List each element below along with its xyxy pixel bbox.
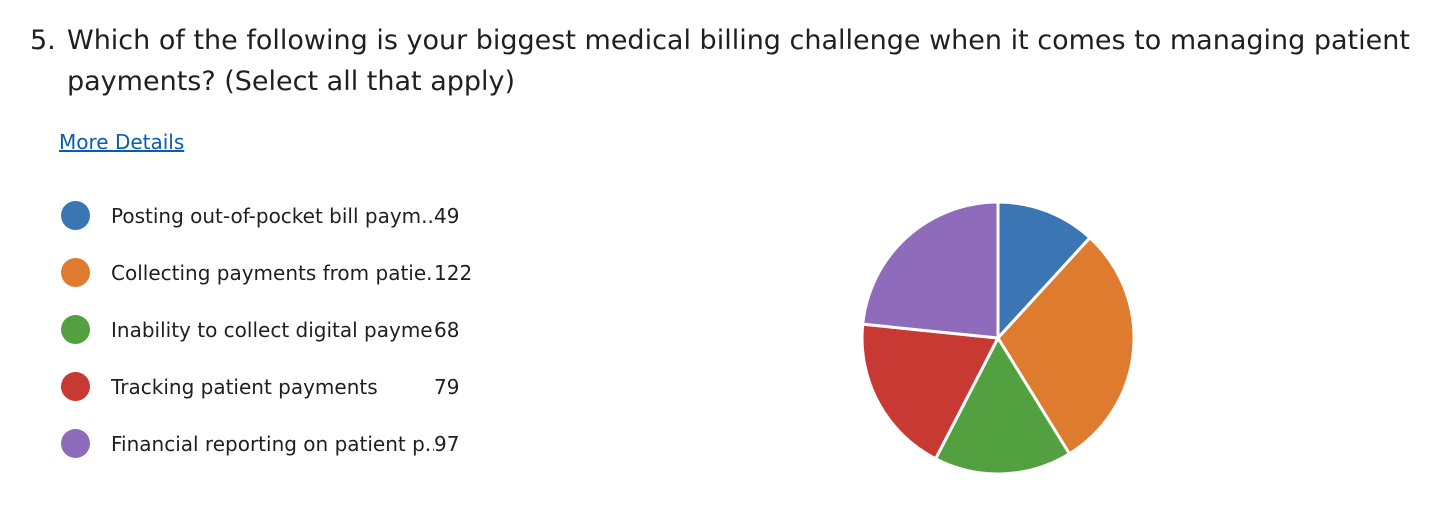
pie-slice[interactable]: [860, 322, 1000, 461]
legend-value: 122: [434, 260, 473, 285]
legend-color-dot: [61, 315, 90, 344]
more-details-link[interactable]: More Details: [59, 130, 185, 154]
question-number: 5.: [30, 25, 56, 56]
legend-item[interactable]: Inability to collect digital payme... 68: [61, 301, 521, 358]
legend-item[interactable]: Tracking patient payments 79: [61, 358, 521, 415]
legend-label: Collecting payments from patie...: [111, 260, 434, 285]
legend-item[interactable]: Collecting payments from patie... 122: [61, 244, 521, 301]
legend-color-dot: [61, 372, 90, 401]
pie-chart: [850, 190, 1146, 486]
legend-item[interactable]: Posting out-of-pocket bill paym... 49: [61, 187, 521, 244]
legend-label: Tracking patient payments: [111, 374, 378, 399]
question-heading: 5. Which of the following is your bigges…: [30, 20, 1410, 102]
legend-label: Posting out-of-pocket bill paym...: [111, 203, 434, 228]
pie-slice[interactable]: [996, 236, 1136, 456]
pie-chart-svg: [860, 200, 1136, 476]
pie-slice[interactable]: [861, 200, 1000, 340]
legend-value: 68: [434, 317, 460, 342]
legend-color-dot: [61, 201, 90, 230]
legend-color-dot: [61, 258, 90, 287]
legend-color-dot: [61, 429, 90, 458]
legend-item[interactable]: Financial reporting on patient p... 97: [61, 415, 521, 472]
legend-value: 79: [434, 374, 460, 399]
question-text: Which of the following is your biggest m…: [67, 25, 1410, 97]
pie-slice[interactable]: [996, 200, 1092, 340]
legend-value: 97: [434, 431, 460, 456]
pie-slice[interactable]: [934, 336, 1071, 476]
legend-label: Financial reporting on patient p...: [111, 431, 434, 456]
legend-label: Inability to collect digital payme...: [111, 317, 434, 342]
legend-value: 49: [434, 203, 460, 228]
chart-legend: Posting out-of-pocket bill paym... 49 Coll…: [61, 187, 521, 472]
